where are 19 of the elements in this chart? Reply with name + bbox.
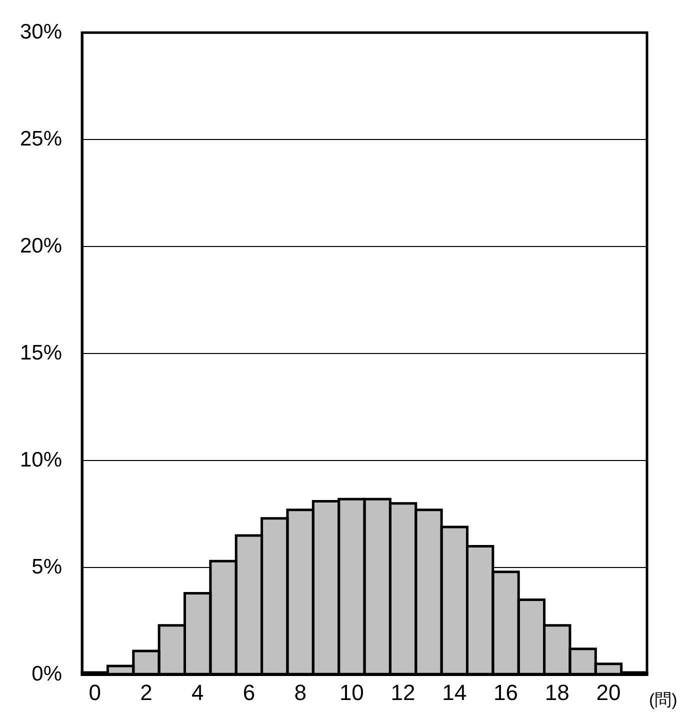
x-tick-label: 12 <box>390 680 416 705</box>
x-tick-label: 18 <box>544 680 570 705</box>
y-tick-label: 15% <box>20 341 62 364</box>
x-tick-label: 20 <box>596 680 621 705</box>
x-tick-label: 10 <box>339 680 364 705</box>
x-tick-label: 2 <box>140 680 152 705</box>
x-tick-label: 6 <box>242 680 256 705</box>
y-tick-label: 0% <box>32 662 62 686</box>
x-tick-label: 14 <box>442 680 467 705</box>
x-axis-title: (問) <box>649 690 678 710</box>
y-tick-label: 20% <box>20 234 62 258</box>
y-tick-label: 10% <box>20 448 62 472</box>
x-tick-label: 0 <box>88 680 101 705</box>
x-tick-label: 4 <box>191 680 204 705</box>
y-tick-label: 25% <box>20 127 62 150</box>
y-tick-label: 5% <box>32 555 62 578</box>
x-tick-label: 16 <box>494 680 518 705</box>
y-tick-label: 30% <box>20 20 62 44</box>
x-tick-label: 8 <box>294 680 306 705</box>
